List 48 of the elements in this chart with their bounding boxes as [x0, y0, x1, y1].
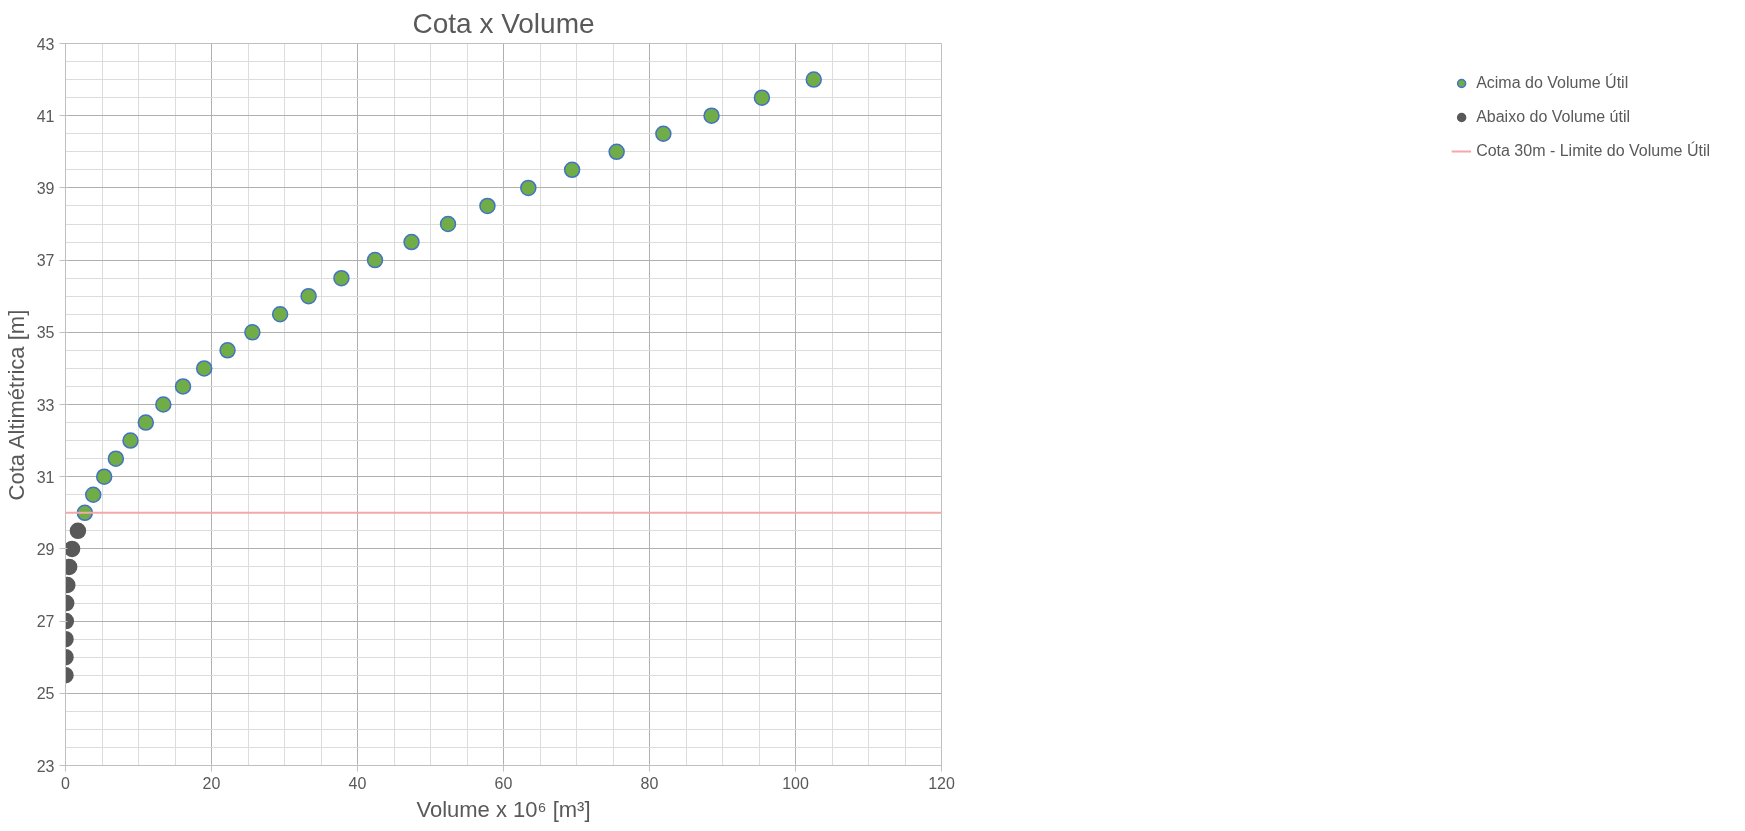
- point: [95, 468, 113, 485]
- point: [563, 161, 581, 179]
- point: [155, 396, 172, 413]
- x-axis-title: Volume x 10⁶ [m³]: [416, 796, 591, 822]
- point: [479, 197, 496, 215]
- point: [753, 89, 771, 106]
- point: [84, 486, 102, 503]
- y-tick-label: 35: [36, 324, 55, 342]
- point: [366, 251, 384, 269]
- x-tick-label: 20: [202, 774, 221, 792]
- legend-label: Abaixo do Volume útil: [1476, 108, 1630, 126]
- y-tick-label: 23: [36, 757, 55, 775]
- y-tick-label: 41: [36, 107, 55, 125]
- y-axis-title: Cota Altimétrica [m]: [3, 309, 29, 501]
- x-tick-label: 0: [61, 774, 71, 792]
- x-tick-label: 60: [494, 774, 513, 792]
- point: [244, 324, 261, 341]
- point: [137, 414, 155, 431]
- y-tick-label: 37: [36, 252, 55, 270]
- point: [174, 378, 192, 395]
- x-tick-label: 80: [640, 774, 659, 792]
- point: [520, 179, 537, 197]
- point: [195, 360, 213, 377]
- y-tick-label: 25: [36, 685, 55, 703]
- legend-label: Cota 30m - Limite do Volume Útil: [1476, 142, 1710, 160]
- x-tick-label: 120: [928, 774, 955, 792]
- point: [219, 342, 236, 359]
- y-tick-label: 39: [36, 179, 55, 197]
- point: [403, 233, 420, 251]
- y-tick-label: 43: [36, 35, 55, 53]
- legend-label: Acima do Volume Útil: [1476, 74, 1629, 92]
- y-tick-label: 33: [36, 396, 55, 414]
- point: [122, 432, 139, 449]
- y-tick-label: 29: [36, 540, 55, 558]
- point: [300, 287, 317, 305]
- y-tick-label: 27: [36, 613, 55, 631]
- point: [271, 306, 289, 323]
- point: [333, 269, 350, 287]
- y-tick-label: 31: [36, 468, 55, 486]
- point: [655, 125, 672, 142]
- point: [608, 143, 625, 161]
- x-tick-label: 40: [348, 774, 367, 792]
- point: [439, 215, 457, 233]
- point: [703, 107, 720, 124]
- point: [107, 450, 125, 467]
- point: [805, 71, 822, 88]
- x-tick-label: 100: [782, 774, 809, 792]
- chart-title: Cota x Volume: [412, 7, 595, 39]
